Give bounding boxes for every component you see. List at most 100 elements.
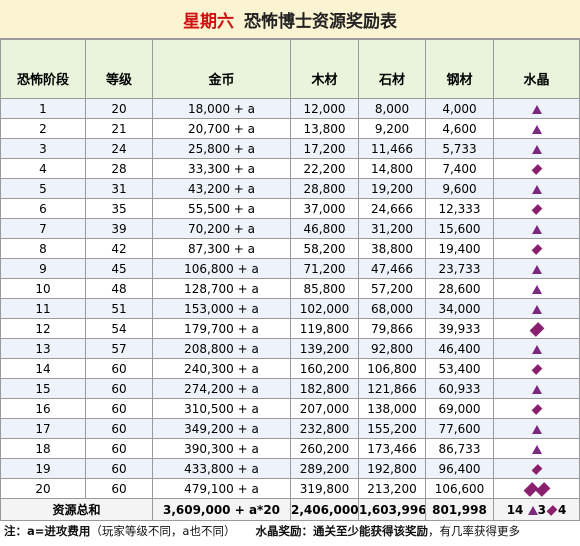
cell: 57 [85, 338, 153, 359]
title-bar: 星期六 恐怖博士资源奖励表 [0, 0, 580, 39]
cell: 48 [85, 278, 153, 299]
cell: 9 [0, 258, 86, 279]
table-row: 12 54 179,700 + a 119,800 79,866 39,933 [0, 318, 580, 339]
cell: 106,600 [425, 478, 494, 499]
column-header: 金币 [152, 39, 291, 99]
cell: 77,600 [425, 418, 494, 439]
crystal-gem [531, 403, 542, 415]
crystal-triangle [531, 284, 542, 294]
cell: 6 [0, 198, 86, 219]
cell: 260,200 [290, 438, 359, 459]
table-row: 9 45 106,800 + a 71,200 47,466 23,733 [0, 258, 580, 279]
cell: 153,000 + a [152, 298, 291, 319]
cell: 12 [0, 318, 86, 339]
crystal-triangle [531, 344, 542, 354]
crystal-triangle [527, 505, 538, 515]
cell: 60,933 [425, 378, 494, 399]
cell: 192,800 [358, 458, 426, 479]
crystal-gem [531, 203, 542, 215]
cell: 68,000 [358, 298, 426, 319]
cell: 34,000 [425, 298, 494, 319]
cell: 7,400 [425, 158, 494, 179]
cell: 4 [0, 158, 86, 179]
cell: 20 [0, 478, 86, 499]
cell: 25,800 + a [152, 138, 291, 159]
crystal-gem [531, 243, 542, 255]
cell: 79,866 [358, 318, 426, 339]
crystal-total: 4 [557, 502, 567, 517]
cell: 60 [85, 358, 153, 379]
cell: 7 [0, 218, 86, 239]
cell: 9,200 [358, 118, 426, 139]
crystal-cell [493, 198, 580, 219]
cell: 19 [0, 458, 86, 479]
table-row: 5 31 43,200 + a 28,800 19,200 9,600 [0, 178, 580, 199]
table-row: 3 24 25,800 + a 17,200 11,466 5,733 [0, 138, 580, 159]
table-row: 8 42 87,300 + a 58,200 38,800 19,400 [0, 238, 580, 259]
cell: 121,866 [358, 378, 426, 399]
cell: 21 [85, 118, 153, 139]
cell: 240,300 + a [152, 358, 291, 379]
column-header: 水晶 [493, 39, 580, 99]
cell: 139,200 [290, 338, 359, 359]
cell: 319,800 [290, 478, 359, 499]
cell: 46,800 [290, 218, 359, 239]
table-row: 13 57 208,800 + a 139,200 92,800 46,400 [0, 338, 580, 359]
title-text: 恐怖博士资源奖励表 [244, 11, 397, 32]
cell: 24 [85, 138, 153, 159]
crystal-triangle [531, 304, 542, 314]
cell: 3 [0, 138, 86, 159]
cell: 60 [85, 438, 153, 459]
cell: 35 [85, 198, 153, 219]
cell: 45 [85, 258, 153, 279]
cell: 46,400 [425, 338, 494, 359]
crystal-triangle [531, 124, 542, 134]
cell: 60 [85, 458, 153, 479]
crystal-gem [535, 481, 550, 497]
column-header: 石材 [358, 39, 426, 99]
cell: 60 [85, 418, 153, 439]
cell: 138,000 [358, 398, 426, 419]
total-row: 资源总和 3,609,000 + a*20 2,406,000 1,603,996 80… [0, 498, 580, 521]
crystal-triangle [531, 264, 542, 274]
cell: 5 [0, 178, 86, 199]
crystal-cell [493, 398, 580, 419]
crystal-gem [546, 504, 558, 516]
cell: 39,933 [425, 318, 494, 339]
cell: 85,800 [290, 278, 359, 299]
cell: 55,500 + a [152, 198, 291, 219]
reward-table: 恐怖阶段 等级 金币 木材 石材 钢材 水晶 1 20 18,000 + a 12,000 8,00… [0, 39, 580, 521]
cell: 179,700 + a [152, 318, 291, 339]
crystal-cell [493, 438, 580, 459]
crystal-gem [531, 463, 542, 475]
crystal-total: 3 [537, 502, 546, 517]
table-row: 14 60 240,300 + a 160,200 106,800 53,400 [0, 358, 580, 379]
header-row: 恐怖阶段 等级 金币 木材 石材 钢材 水晶 [0, 39, 580, 99]
cell: 60 [85, 378, 153, 399]
cell: 8,000 [358, 98, 426, 119]
crystal-cell [493, 358, 580, 379]
table-row: 16 60 310,500 + a 207,000 138,000 69,000 [0, 398, 580, 419]
table-row: 4 28 33,300 + a 22,200 14,800 7,400 [0, 158, 580, 179]
cell: 479,100 + a [152, 478, 291, 499]
note: （玩家等级不同，a也不同） [90, 524, 236, 538]
cell: 232,800 [290, 418, 359, 439]
cell: 70,200 + a [152, 218, 291, 239]
table-row: 18 60 390,300 + a 260,200 173,466 86,733 [0, 438, 580, 459]
cell: 24,666 [358, 198, 426, 219]
cell: 16 [0, 398, 86, 419]
cell: 22,200 [290, 158, 359, 179]
cell: 182,800 [290, 378, 359, 399]
crystal-cell [493, 238, 580, 259]
cell: 128,700 + a [152, 278, 291, 299]
table-row: 20 60 479,100 + a 319,800 213,200 106,600 [0, 478, 580, 499]
crystal-cell [493, 118, 580, 139]
note-bold: 注：a=进攻费用 [4, 524, 91, 538]
cell: 11,466 [358, 138, 426, 159]
cell: 5,733 [425, 138, 494, 159]
crystal-cell [493, 98, 580, 119]
cell: 13 [0, 338, 86, 359]
cell: 390,300 + a [152, 438, 291, 459]
total-cell: 1,603,996 [358, 498, 426, 521]
crystal-cell [493, 138, 580, 159]
